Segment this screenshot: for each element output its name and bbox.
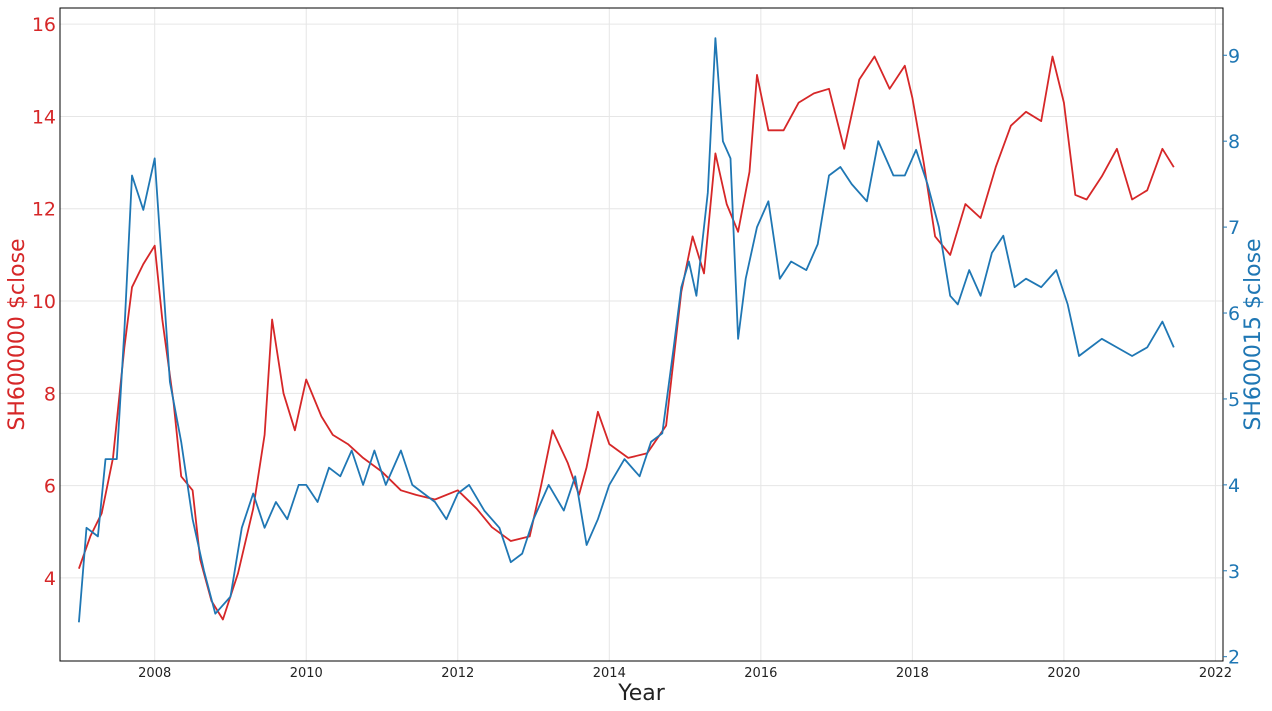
right-y-axis-label: SH600015 $close — [1241, 238, 1266, 430]
right-y-tick-label: 8 — [1228, 131, 1240, 153]
left-y-tick-label: 8 — [44, 383, 56, 405]
x-tick-label: 2012 — [441, 666, 474, 681]
x-tick-label: 2008 — [138, 666, 171, 681]
right-y-tick-label: 9 — [1228, 45, 1240, 67]
x-tick-label: 2010 — [290, 666, 323, 681]
grid-lines — [60, 8, 1223, 661]
right-y-tick-label: 2 — [1228, 647, 1240, 669]
left-y-tick-label: 12 — [32, 199, 56, 221]
left-y-axis-label: SH600000 $close — [5, 238, 30, 430]
left-y-tick-label: 16 — [32, 14, 56, 36]
left-y-tick-label: 14 — [32, 106, 56, 128]
series-layer — [78, 37, 1175, 623]
right-y-axis-ticks: 2 3 4 5 6 7 8 9 — [1223, 45, 1240, 669]
left-y-tick-label: 4 — [44, 568, 56, 590]
left-y-tick-label: 6 — [44, 476, 56, 498]
series-line-sh600015 — [78, 37, 1175, 623]
x-tick-label: 2016 — [744, 666, 777, 681]
right-y-tick-label: 3 — [1228, 561, 1240, 583]
right-y-tick-label: 7 — [1228, 217, 1240, 239]
series-line-sh600000 — [78, 55, 1175, 621]
x-tick-label: 2014 — [593, 666, 626, 681]
x-tick-label: 2018 — [896, 666, 929, 681]
plot-frame — [59, 7, 1224, 662]
x-tick-label: 2020 — [1047, 666, 1080, 681]
left-y-tick-label: 10 — [32, 291, 56, 313]
right-y-tick-label: 5 — [1228, 389, 1240, 411]
right-y-tick-label: 4 — [1228, 475, 1240, 497]
x-axis-ticks: 2008 2010 2012 2014 2016 2018 2020 2022 — [138, 666, 1232, 681]
x-tick-label: 2022 — [1199, 666, 1232, 681]
right-y-tick-label: 6 — [1228, 303, 1240, 325]
x-axis-label: Year — [617, 681, 666, 706]
left-y-axis-ticks: 4 6 8 10 12 14 16 — [32, 14, 56, 590]
